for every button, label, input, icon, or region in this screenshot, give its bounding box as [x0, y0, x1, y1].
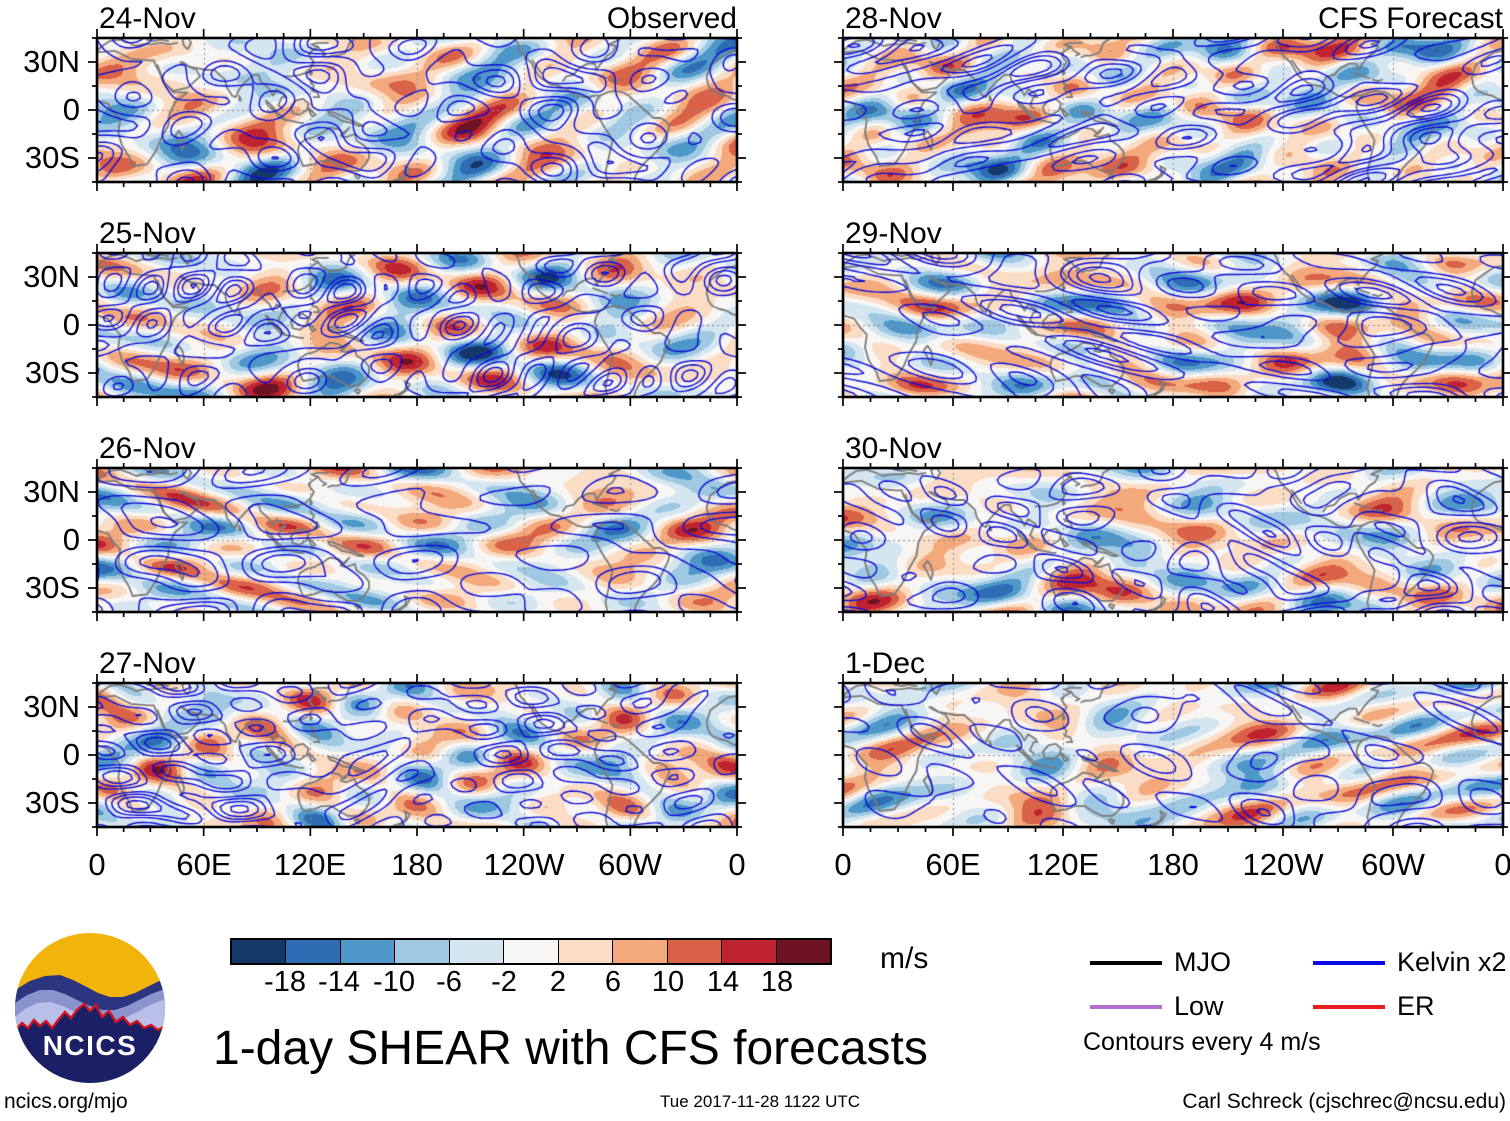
legend-line-mjo — [1090, 961, 1162, 965]
y-axis-tick-label: 30S — [24, 570, 80, 605]
x-axis-tick-label: 120W — [1242, 847, 1324, 882]
colorbar-cell — [232, 940, 286, 963]
legend-line-kelvin-x2 — [1313, 961, 1385, 965]
y-axis-tick-label: 0 — [62, 522, 80, 557]
author-credit: Carl Schreck (cjschrec@ncsu.edu) — [1182, 1090, 1506, 1113]
y-axis-tick-label: 0 — [62, 92, 80, 127]
shear-map-canvas — [843, 468, 1503, 612]
panel-date-label: 1-Dec — [845, 647, 926, 680]
x-axis-tick-label: 0 — [88, 847, 106, 882]
panel-date-label: 30-Nov — [845, 432, 942, 465]
site-url: ncics.org/mjo — [4, 1090, 128, 1113]
y-axis-tick-label: 30N — [23, 44, 80, 79]
colorbar-cell — [503, 940, 558, 963]
map-panel-29-Nov — [834, 244, 1510, 406]
colorbar-cell — [285, 940, 340, 963]
y-axis-tick-label: 30N — [23, 474, 80, 509]
logo-text: NCICS — [43, 1030, 138, 1061]
shear-map-canvas — [97, 468, 737, 612]
colorbar-tick-label: -2 — [491, 966, 517, 998]
shear-map-canvas — [97, 253, 737, 397]
colorbar-cell — [775, 940, 830, 963]
colorbar-cell — [339, 940, 395, 963]
colorbar-tick-label: 10 — [651, 966, 685, 998]
x-axis-tick-label: 180 — [1147, 847, 1199, 882]
x-axis-tick-label: 120E — [1026, 847, 1100, 882]
legend-line-er — [1313, 1005, 1385, 1009]
legend-label: Low — [1174, 991, 1224, 1021]
legend-label: MJO — [1174, 947, 1231, 977]
colorbar-cell — [612, 940, 667, 963]
shear-map-canvas — [97, 683, 737, 827]
legend-note: Contours every 4 m/s — [1083, 1028, 1321, 1056]
map-panel-24-Nov — [88, 29, 746, 191]
panel-date-label: 29-Nov — [845, 217, 942, 250]
colorbar-tick-label: -18 — [264, 966, 306, 998]
legend-line-low — [1090, 1005, 1162, 1009]
creation-timestamp: Tue 2017-11-28 1122 UTC — [659, 1092, 861, 1111]
colorbar-cell — [394, 940, 449, 963]
colorbar-cell — [666, 940, 722, 963]
panel-date-label: 24-Nov — [99, 2, 196, 35]
colorbar-tick-label: 6 — [604, 966, 622, 998]
y-axis-tick-label: 30S — [24, 140, 80, 175]
colorbar-tick-label: -6 — [436, 966, 462, 998]
x-axis-tick-label: 60E — [176, 847, 232, 882]
x-axis-tick-label: 60W — [598, 847, 662, 882]
colorbar-tick-label: -14 — [318, 966, 360, 998]
x-axis-tick-label: 60W — [1361, 847, 1425, 882]
x-axis-tick-label: 0 — [1494, 847, 1510, 882]
column-header-observed: Observed — [606, 2, 737, 35]
panel-date-label: 25-Nov — [99, 217, 196, 250]
colorbar-cell — [448, 940, 504, 963]
shear-map-canvas — [843, 683, 1503, 827]
colorbar-tick-label: -10 — [373, 966, 415, 998]
legend-label: Kelvin x2 — [1397, 947, 1507, 977]
x-axis-tick-label: 0 — [834, 847, 852, 882]
map-panel-25-Nov — [88, 244, 746, 406]
x-axis-tick-label: 180 — [391, 847, 443, 882]
map-panel-30-Nov — [834, 459, 1510, 621]
x-axis-tick-label: 60E — [925, 847, 981, 882]
logo-red-ridgeline — [15, 1002, 165, 1032]
shear-map-canvas — [843, 253, 1503, 397]
colorbar-cell — [557, 940, 613, 963]
y-axis-tick-label: 0 — [62, 737, 80, 772]
colorbar-tick-label: 2 — [549, 966, 567, 998]
colorbar-tick-label: 18 — [760, 966, 794, 998]
map-panel-27-Nov — [88, 674, 746, 836]
legend-label: ER — [1397, 991, 1435, 1021]
column-header-cfs-forecast: CFS Forecast — [1317, 2, 1503, 35]
y-axis-tick-label: 30S — [24, 785, 80, 820]
shear-map-canvas — [843, 38, 1503, 182]
shear-map-canvas — [97, 38, 737, 182]
map-panel-28-Nov — [834, 29, 1510, 191]
colorbar-tick-label: 14 — [706, 966, 740, 998]
colorbar — [230, 938, 832, 965]
y-axis-tick-label: 30S — [24, 355, 80, 390]
y-axis-tick-label: 30N — [23, 259, 80, 294]
colorbar-cell — [721, 940, 776, 963]
x-axis-tick-label: 120W — [483, 847, 565, 882]
x-axis-tick-label: 120E — [273, 847, 347, 882]
panel-date-label: 28-Nov — [845, 2, 942, 35]
map-panel-1-Dec — [834, 674, 1510, 836]
panel-date-label: 27-Nov — [99, 647, 196, 680]
panel-date-label: 26-Nov — [99, 432, 196, 465]
colorbar-unit: m/s — [880, 942, 929, 975]
ncics-logo: NCICS — [15, 933, 165, 1083]
figure-title: 1-day SHEAR with CFS forecasts — [213, 1022, 928, 1075]
map-panel-26-Nov — [88, 459, 746, 621]
y-axis-tick-label: 30N — [23, 689, 80, 724]
y-axis-tick-label: 0 — [62, 307, 80, 342]
x-axis-tick-label: 0 — [728, 847, 746, 882]
